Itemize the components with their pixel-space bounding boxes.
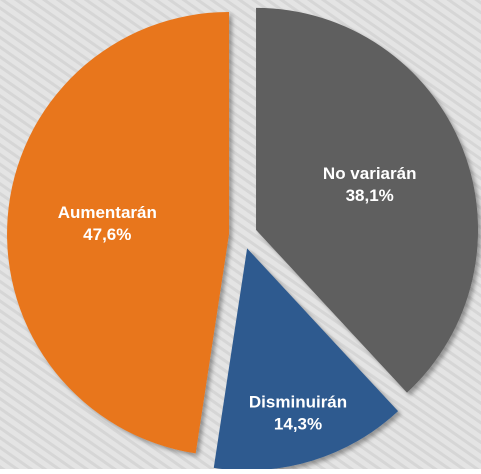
slice-label: Disminuirán — [249, 392, 347, 411]
slice-label: No variarán — [323, 164, 417, 183]
slice-value-label: 47,6% — [83, 225, 131, 244]
pie-slice — [7, 11, 230, 454]
pie-slice — [256, 7, 479, 393]
pie-slice — [213, 248, 399, 471]
slice-value-label: 14,3% — [274, 414, 322, 433]
slice-value-label: 38,1% — [346, 186, 394, 205]
slice-label: Aumentarán — [58, 203, 157, 222]
